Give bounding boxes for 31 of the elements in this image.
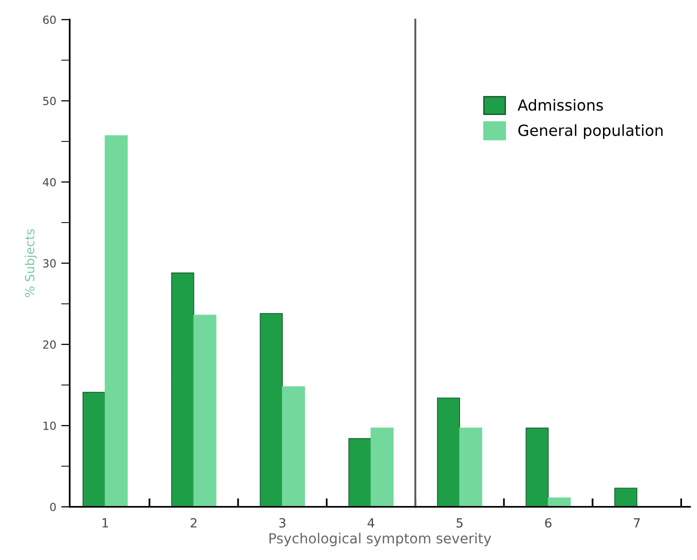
x-tick-label: 5 — [456, 518, 463, 528]
y-axis-title: % Subjects — [24, 229, 37, 298]
bar — [171, 272, 194, 507]
bar — [348, 438, 372, 507]
bar — [437, 398, 460, 507]
y-tick-label: 0 — [50, 502, 56, 512]
y-tick-label: 20 — [43, 340, 56, 349]
x-tick-label: 3 — [279, 518, 286, 528]
y-tick-label: 60 — [43, 16, 56, 24]
y-tick-label: 40 — [42, 178, 56, 186]
bar — [614, 488, 638, 507]
bar — [370, 428, 394, 507]
bar — [260, 313, 283, 507]
y-tick-label: 30 — [43, 259, 56, 268]
y-tick-label: 50 — [43, 96, 56, 106]
bar — [526, 428, 549, 507]
bar — [104, 135, 128, 507]
x-tick-label: 4 — [368, 518, 374, 528]
bar — [282, 386, 305, 507]
x-tick-label: 7 — [634, 518, 640, 528]
x-axis-title: Psychological symptom severity — [270, 532, 492, 546]
bar — [548, 497, 571, 507]
x-tick-label: 6 — [545, 518, 552, 528]
y-tick-label: 10 — [44, 422, 56, 430]
bar — [82, 392, 106, 507]
legend-label: Admissions — [518, 98, 603, 111]
x-tick-label: 2 — [190, 518, 196, 528]
bar — [459, 428, 482, 507]
legend-label: General population — [518, 124, 663, 140]
bar — [193, 314, 216, 507]
x-tick-label: 1 — [102, 518, 108, 528]
